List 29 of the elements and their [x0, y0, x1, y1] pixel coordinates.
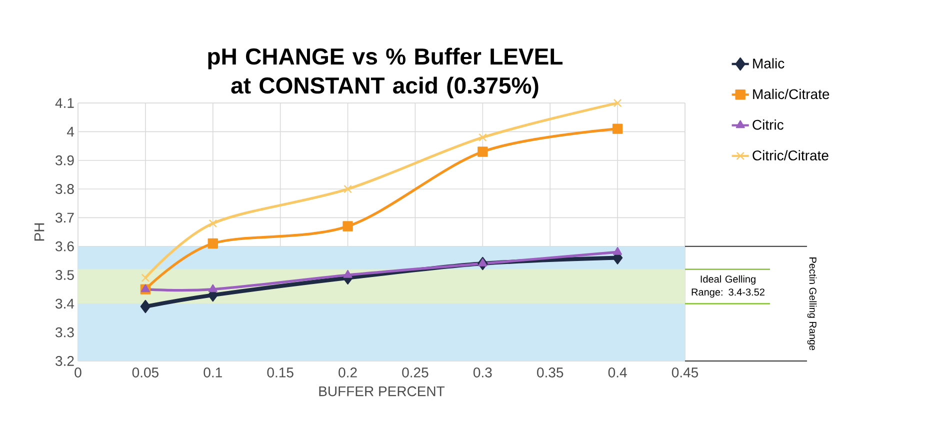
- band-label: Ideal Gelling Range: 3.4-3.52: [692, 275, 764, 298]
- x-tick-label: 0.05: [132, 368, 158, 378]
- legend-label: Malic: [753, 58, 784, 68]
- y-tick-label: 3.8: [56, 184, 74, 194]
- x-tick-label: 0.3: [473, 368, 492, 378]
- y-tick-label: 3.3: [56, 327, 74, 338]
- y-tick-label: 3.6: [56, 241, 74, 252]
- y-tick-label: 3.5: [56, 270, 74, 280]
- y-axis-title: PH: [34, 223, 44, 241]
- x-tick-label: 0.25: [402, 368, 428, 378]
- y-tick-label: 3.2: [56, 356, 74, 366]
- y-tick-label: 3.7: [56, 212, 74, 223]
- x-axis-title: BUFFER PERCENT: [319, 386, 445, 396]
- legend-label: Citric/Citrate: [752, 150, 828, 160]
- legend-label: Malic/Citrate: [753, 88, 830, 100]
- chart-title: pH CHANGE vs % Buffer LEVEL at CONSTANT acid (0.375%): [208, 48, 563, 98]
- x-tick-label: 0.15: [267, 368, 294, 378]
- y-tick-label: 3.9: [56, 155, 74, 166]
- x-tick-label: 0.35: [537, 368, 564, 378]
- x-tick-label: 0.45: [672, 368, 698, 378]
- x-tick-label: 0.1: [204, 368, 222, 378]
- y-tick-label: 4.1: [55, 98, 74, 108]
- y-tick-label: 4: [66, 126, 74, 136]
- x-tick-label: 0: [74, 368, 82, 378]
- legend-label: Citric: [752, 119, 784, 130]
- band-label: Pectin Gelling Range: [807, 258, 817, 350]
- x-tick-label: 0.2: [338, 368, 357, 378]
- y-tick-label: 3.4: [56, 298, 74, 309]
- x-tick-label: 0.4: [608, 368, 627, 378]
